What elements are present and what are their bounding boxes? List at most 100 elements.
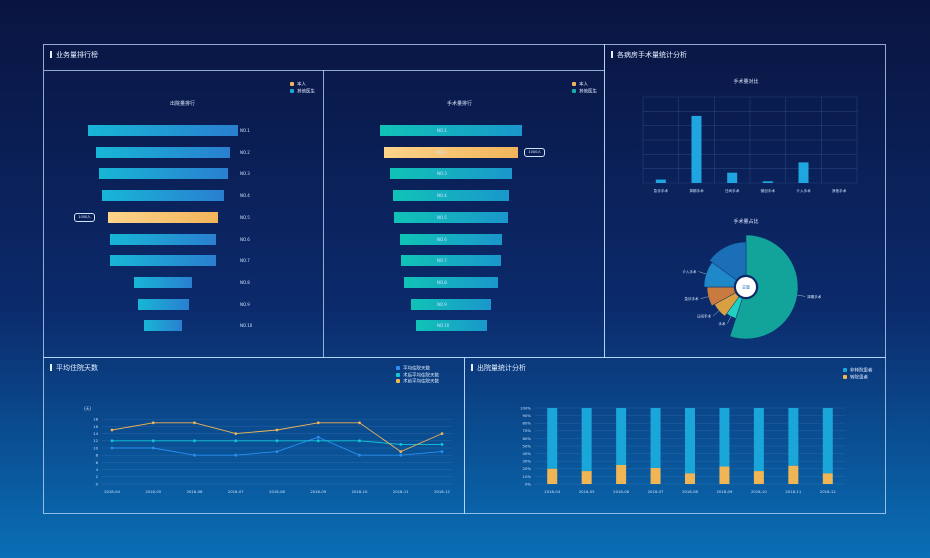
legend-item-others[interactable]: 其他医生 — [572, 88, 597, 96]
ranking-title-divider — [44, 70, 604, 71]
stack-bar-non-transfer — [547, 408, 558, 469]
y-tick-label: 40% — [523, 451, 532, 456]
rank-bar — [389, 168, 513, 180]
surgery-rank-bars: NO.1 NO.2 1000人 NO.3 NO.4 NO.5 NO.6 NO.7 NO.8 NO.… — [324, 45, 606, 359]
pie-leader-line — [712, 310, 720, 317]
rank-label: NO.5 — [240, 214, 250, 220]
series-point — [440, 450, 444, 453]
rank-bar — [109, 233, 217, 245]
stack-bar-transfer — [719, 466, 730, 484]
stack-bar-transfer — [822, 473, 833, 484]
avg-stay-line-chart: (天) 0 2 4 6 8 10 12 14 16 18 2018-04 2018-05 2018-06 2… — [84, 406, 452, 494]
series-point — [234, 453, 238, 457]
legend-item-self[interactable]: 本人 — [572, 82, 597, 89]
series-point — [110, 439, 114, 443]
rank-bar — [88, 125, 238, 136]
highlight-value-tag: 1000人 — [74, 212, 95, 222]
stack-bar-non-transfer — [753, 408, 764, 472]
rank-label: NO.1 — [240, 128, 250, 133]
highlight-bar — [383, 146, 519, 158]
surgery-bar — [691, 115, 702, 183]
series-point — [151, 439, 155, 443]
rank-bar — [394, 211, 508, 223]
pie-center — [736, 277, 756, 297]
rank-label: NO.8 — [240, 279, 250, 285]
pie-center-label: 总量 — [742, 284, 750, 290]
surgery-rank-title: 手术量排行 — [447, 101, 473, 107]
x-tick-label: 急诊手术 — [654, 188, 669, 193]
series-point — [275, 450, 279, 453]
legend-item-avg-stay[interactable]: 平均住院天数 — [396, 366, 439, 373]
series-point — [440, 443, 444, 446]
surgery-bar — [727, 172, 738, 183]
pie-slice — [729, 234, 799, 340]
rank-bar — [96, 146, 230, 158]
x-tick-label: 2018-12 — [434, 489, 450, 494]
x-tick-label: 2018-09 — [717, 489, 733, 494]
rank-label: NO.7 — [240, 258, 250, 264]
y-tick-label: 20% — [523, 466, 532, 471]
legend-item-non-transfer[interactable]: 非转院患者 — [843, 368, 873, 375]
stack-bar-non-transfer — [685, 408, 695, 474]
stack-bar-non-transfer — [788, 408, 799, 466]
surgery-stats-title: 各病房手术量统计分析 — [611, 50, 687, 60]
x-tick-label: 2018-06 — [187, 489, 203, 494]
series-point — [193, 453, 196, 457]
y-tick-label: 60% — [523, 436, 532, 441]
avg-stay-legend: 平均住院天数 术后平均住院天数 术前平均住院天数 — [396, 366, 439, 386]
y-tick-label: 18 — [93, 417, 98, 422]
stack-bar-transfer — [753, 471, 764, 484]
surgery-stats-panel: 各病房手术量统计分析 手术量对比 急诊手术 择期手术 日间手术 微创手术 介入手术 其他手术… — [604, 44, 886, 358]
x-tick-label: 2018-08 — [682, 489, 698, 494]
stack-bar-transfer — [788, 465, 799, 484]
rank-label: NO.2 — [240, 149, 250, 155]
x-tick-label: 2018-10 — [352, 489, 368, 494]
y-tick-label: 12 — [93, 438, 98, 443]
rank-label: NO.7 — [437, 258, 447, 264]
discharge-panel: 出院量统计分析 非转院患者 转院患者 0% 10% 20% 30% 40% 50% 60% 7… — [464, 357, 886, 514]
ranking-column-divider — [323, 70, 324, 357]
x-tick-label: 2018-04 — [544, 489, 560, 494]
rank-label: NO.10 — [240, 323, 253, 329]
y-tick-label: 2 — [96, 474, 99, 479]
y-tick-label: 100% — [520, 405, 531, 410]
y-tick-label: 10% — [523, 474, 532, 479]
x-tick-label: 2018-06 — [613, 489, 629, 494]
pie-slice-label: 择期手术 — [807, 294, 821, 299]
rank-label: NO.4 — [437, 193, 447, 199]
pie-slice-label: 急诊手术 — [684, 296, 699, 301]
legend-item-pre-op-stay[interactable]: 术前平均住院天数 — [396, 379, 439, 386]
rank-bar — [109, 255, 217, 267]
pie-slice-label: 手术 — [718, 321, 725, 326]
series-point — [234, 439, 238, 443]
rank-label: NO.9 — [437, 301, 447, 307]
pie-leader-line — [698, 271, 707, 275]
series-point — [358, 453, 361, 457]
discharge-rank-legend: 本人 其他医生 — [290, 82, 315, 95]
y-tick-label: 30% — [523, 459, 532, 464]
rank-bar — [404, 276, 498, 288]
legend-item-self[interactable]: 本人 — [290, 82, 315, 89]
rank-label: NO.8 — [437, 279, 447, 285]
rank-bar — [137, 298, 189, 310]
legend-item-transfer[interactable]: 转院患者 — [843, 374, 873, 382]
legend-item-others[interactable]: 其他医生 — [290, 88, 315, 96]
series-point — [193, 421, 196, 425]
rank-label: NO.2 — [437, 149, 447, 155]
x-tick-label: 2018-11 — [393, 489, 409, 494]
highlight-value-tag: 1000人 — [524, 147, 545, 157]
y-tick-label: 10 — [93, 445, 98, 450]
y-tick-label: 90% — [523, 413, 532, 418]
rank-label: NO.3 — [240, 171, 250, 177]
discharge-title: 出院量统计分析 — [471, 363, 526, 373]
series-point — [151, 421, 155, 425]
pie-leader-line — [700, 296, 709, 299]
y-tick-label: 0 — [96, 481, 99, 486]
surgery-bar — [655, 179, 666, 183]
legend-item-post-op-stay[interactable]: 术后平均住院天数 — [396, 372, 439, 380]
x-tick-label: 2018-12 — [820, 489, 836, 494]
rank-label: NO.10 — [437, 323, 450, 329]
discharge-stacked-chart: 0% 10% 20% 30% 40% 50% 60% 70% 80% 90% 100% 2018-04… — [520, 405, 845, 494]
y-tick-label: 80% — [523, 421, 532, 426]
